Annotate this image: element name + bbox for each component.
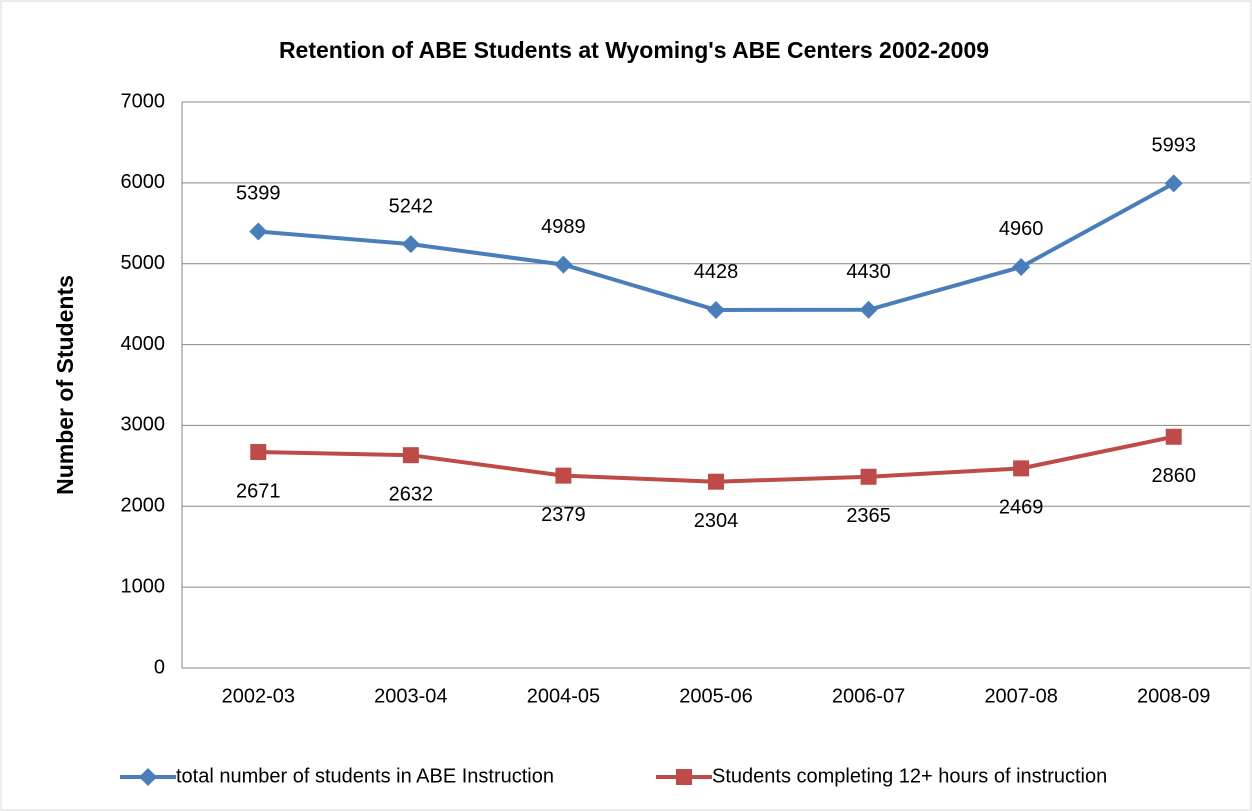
legend-marker xyxy=(139,768,157,786)
y-tick-label: 2000 xyxy=(121,495,166,517)
x-tick-label: 2006-07 xyxy=(832,685,905,707)
y-tick-label: 5000 xyxy=(121,252,166,274)
data-label: 5242 xyxy=(389,195,434,217)
marker xyxy=(707,300,725,319)
x-tick-label: 2004-05 xyxy=(527,685,600,707)
data-label: 2469 xyxy=(999,497,1044,519)
data-label: 5399 xyxy=(236,183,281,205)
chart-title: Retention of ABE Students at Wyoming's A… xyxy=(279,37,989,63)
marker xyxy=(1165,428,1182,445)
marker xyxy=(708,473,724,490)
marker xyxy=(402,447,419,464)
marker xyxy=(554,255,573,274)
data-label: 2379 xyxy=(541,504,586,526)
y-tick-label: 1000 xyxy=(121,575,166,597)
y-tick-label: 3000 xyxy=(121,414,166,436)
data-label: 4989 xyxy=(541,216,586,238)
data-label: 2632 xyxy=(389,483,434,505)
y-axis-label: Number of Students xyxy=(52,275,78,495)
y-tick-label: 4000 xyxy=(121,333,166,355)
data-label: 2671 xyxy=(236,480,281,502)
legend-label: total number of students in ABE Instruct… xyxy=(176,765,554,787)
x-tick-label: 2007-08 xyxy=(984,685,1057,707)
marker xyxy=(249,222,268,241)
marker xyxy=(1013,460,1030,477)
data-label: 5993 xyxy=(1151,135,1196,157)
data-label: 2304 xyxy=(694,510,739,532)
x-tick-label: 2003-04 xyxy=(374,685,447,707)
marker xyxy=(860,468,877,485)
y-tick-label: 0 xyxy=(154,656,165,678)
marker xyxy=(859,300,878,319)
y-tick-label: 7000 xyxy=(121,90,166,112)
data-label: 2365 xyxy=(846,505,891,527)
marker xyxy=(1012,257,1031,276)
marker xyxy=(401,235,420,254)
x-tick-label: 2002-03 xyxy=(222,685,295,707)
legend-marker xyxy=(676,769,692,785)
data-label: 4430 xyxy=(846,261,891,283)
marker xyxy=(555,467,572,484)
y-tick-label: 6000 xyxy=(121,171,166,193)
data-label: 4960 xyxy=(999,218,1044,240)
legend-label: Students completing 12+ hours of instruc… xyxy=(712,765,1107,787)
data-label: 4428 xyxy=(694,261,739,283)
marker xyxy=(250,444,267,461)
x-tick-label: 2008-09 xyxy=(1137,685,1210,707)
marker xyxy=(1164,174,1183,193)
x-tick-label: 2005-06 xyxy=(679,685,752,707)
data-label: 2860 xyxy=(1151,465,1196,487)
